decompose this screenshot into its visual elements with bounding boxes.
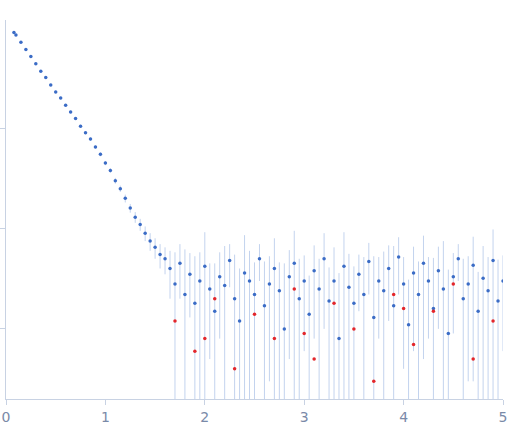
svg-text:5: 5 (499, 409, 508, 425)
svg-text:0: 0 (2, 409, 11, 425)
svg-text:2: 2 (200, 409, 209, 425)
svg-text:1: 1 (101, 409, 110, 425)
svg-text:4: 4 (399, 409, 408, 425)
svg-text:3: 3 (300, 409, 309, 425)
